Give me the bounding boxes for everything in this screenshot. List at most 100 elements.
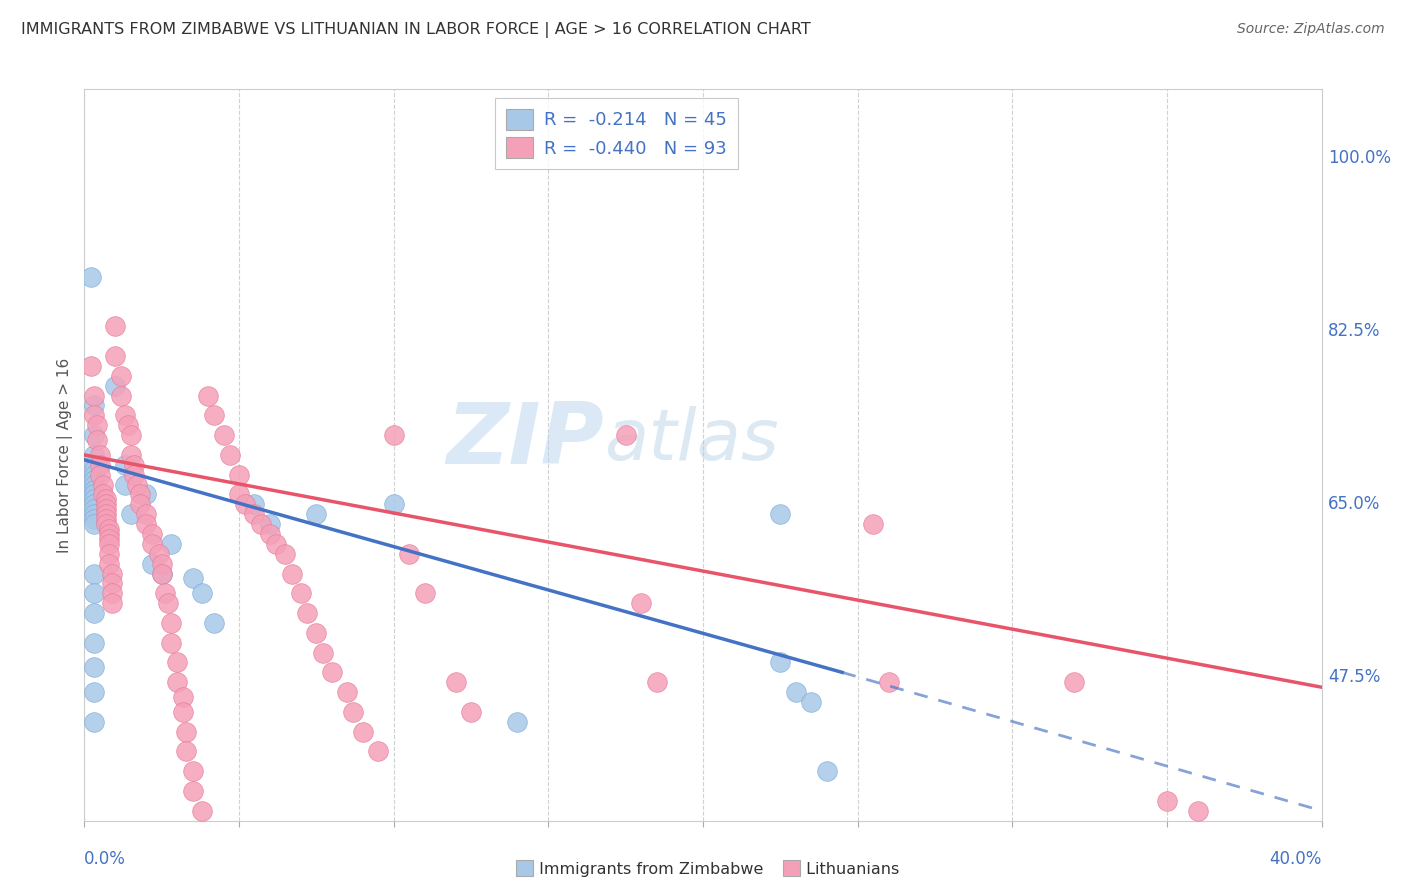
Point — [83, 428, 105, 442]
Point — [233, 497, 256, 511]
Text: 47.5%: 47.5% — [1327, 668, 1381, 686]
Point — [506, 714, 529, 729]
Point — [259, 527, 281, 541]
Text: ZIP: ZIP — [446, 399, 605, 482]
Point — [1063, 675, 1085, 690]
Point — [101, 566, 124, 581]
Point — [166, 656, 188, 670]
Point — [98, 532, 121, 546]
Text: 100.0%: 100.0% — [1327, 149, 1391, 168]
Point — [176, 724, 198, 739]
Point — [83, 458, 105, 472]
Point — [94, 492, 117, 507]
Point — [117, 418, 139, 433]
Point — [98, 547, 121, 561]
Point — [104, 378, 127, 392]
Point — [83, 660, 105, 674]
Point — [305, 507, 328, 521]
Point — [94, 512, 117, 526]
Point — [228, 467, 250, 482]
Point — [150, 566, 173, 581]
Point — [197, 389, 219, 403]
Point — [367, 744, 389, 758]
Point — [460, 705, 482, 719]
Point — [444, 675, 467, 690]
Point — [79, 359, 101, 373]
Point — [259, 517, 281, 532]
Point — [1156, 794, 1178, 808]
Point — [311, 646, 333, 660]
Point — [125, 477, 148, 491]
Point — [83, 586, 105, 600]
Point — [181, 764, 204, 779]
Point — [114, 409, 136, 423]
Point — [83, 502, 105, 516]
Point — [120, 428, 142, 442]
Point — [135, 517, 157, 532]
Point — [352, 724, 374, 739]
Point — [101, 576, 124, 591]
Point — [160, 636, 183, 650]
Point — [172, 690, 194, 704]
Point — [135, 507, 157, 521]
Point — [89, 467, 111, 482]
Point — [94, 502, 117, 516]
Point — [120, 448, 142, 462]
Point — [141, 527, 163, 541]
Point — [191, 586, 214, 600]
Point — [243, 507, 266, 521]
Point — [104, 319, 127, 334]
Point — [83, 487, 105, 501]
Point — [176, 744, 198, 758]
Point — [630, 596, 652, 610]
Point — [153, 586, 176, 600]
Text: IMMIGRANTS FROM ZIMBABWE VS LITHUANIAN IN LABOR FORCE | AGE > 16 CORRELATION CHA: IMMIGRANTS FROM ZIMBABWE VS LITHUANIAN I… — [21, 22, 811, 38]
Point — [280, 566, 302, 581]
Point — [83, 714, 105, 729]
Point — [336, 685, 359, 699]
Point — [135, 487, 157, 501]
Point — [877, 675, 900, 690]
Point — [150, 557, 173, 571]
Point — [83, 636, 105, 650]
Point — [129, 497, 152, 511]
Point — [249, 517, 271, 532]
Point — [785, 685, 807, 699]
Legend: R =  -0.214   N = 45, R =  -0.440   N = 93: R = -0.214 N = 45, R = -0.440 N = 93 — [495, 98, 738, 169]
Point — [129, 487, 152, 501]
Point — [398, 547, 420, 561]
Text: 82.5%: 82.5% — [1327, 322, 1381, 341]
Point — [94, 507, 117, 521]
Point — [83, 566, 105, 581]
Point — [86, 418, 108, 433]
Point — [83, 517, 105, 532]
Point — [218, 448, 240, 462]
Point — [120, 507, 142, 521]
Point — [94, 517, 117, 532]
Point — [141, 557, 163, 571]
Point — [83, 477, 105, 491]
Point — [228, 487, 250, 501]
Point — [98, 557, 121, 571]
Point — [104, 349, 127, 363]
Point — [645, 675, 668, 690]
Point — [172, 705, 194, 719]
Point — [83, 492, 105, 507]
Point — [212, 428, 235, 442]
Point — [769, 656, 792, 670]
Y-axis label: In Labor Force | Age > 16: In Labor Force | Age > 16 — [58, 358, 73, 552]
FancyBboxPatch shape — [783, 860, 800, 876]
Point — [815, 764, 838, 779]
Point — [83, 606, 105, 620]
Point — [181, 572, 204, 586]
Point — [98, 522, 121, 536]
Point — [114, 458, 136, 472]
Point — [769, 507, 792, 521]
Point — [83, 389, 105, 403]
Point — [202, 615, 225, 630]
Point — [122, 458, 145, 472]
Point — [83, 473, 105, 487]
Point — [274, 547, 297, 561]
Text: 65.0%: 65.0% — [1327, 495, 1381, 513]
Point — [382, 497, 405, 511]
